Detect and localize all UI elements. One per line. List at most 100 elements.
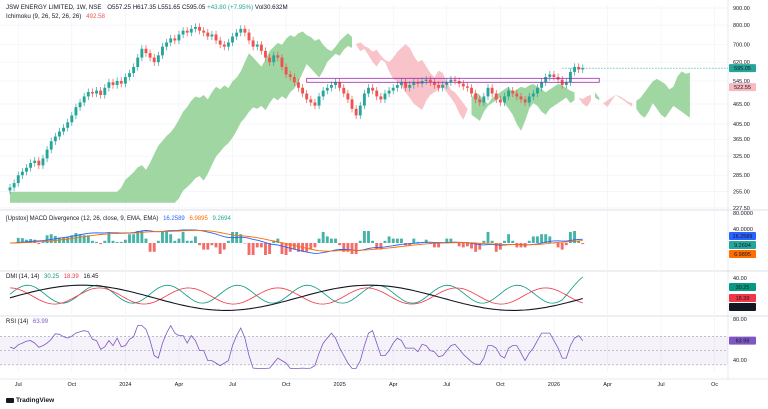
- dmi-tag-label: 16.45: [736, 305, 750, 311]
- ohlc-low: L551.65: [157, 4, 181, 11]
- macd-histogram-bar: [198, 243, 201, 246]
- candle-body: [206, 32, 210, 37]
- candle-body: [41, 158, 45, 166]
- time-axis-label: Apr: [389, 382, 398, 388]
- macd-histogram-bar: [560, 243, 564, 250]
- macd-histogram-bar: [20, 238, 24, 243]
- macd-histogram-bar: [432, 243, 436, 248]
- candle-body: [494, 93, 498, 100]
- price-tag-box: [729, 83, 756, 92]
- macd-histogram-bar: [519, 243, 523, 248]
- macd-histogram-bar: [49, 234, 53, 243]
- macd-histogram-bar: [321, 232, 325, 243]
- macd-histogram-bar: [354, 243, 358, 254]
- candle-body: [548, 74, 552, 77]
- macd-histogram-bar: [564, 243, 568, 246]
- macd-histogram-bar: [383, 240, 387, 243]
- candle-body: [432, 82, 436, 86]
- macd-histogram-bar: [226, 240, 230, 243]
- macd-histogram-bar: [540, 234, 544, 243]
- time-axis-label: Jul: [443, 382, 450, 388]
- macd-histogram-bar: [173, 240, 177, 243]
- candle-body: [449, 79, 453, 83]
- macd-histogram-bar: [309, 243, 313, 250]
- candle-body: [486, 87, 490, 97]
- macd-histogram-bar: [53, 235, 57, 243]
- candle-body: [284, 66, 288, 75]
- price-tag-label: 522.55: [734, 85, 751, 91]
- macd-histogram-bar: [218, 243, 222, 254]
- candle-body: [395, 85, 399, 88]
- candle-body: [346, 93, 350, 100]
- macd-histogram-bar: [395, 238, 399, 243]
- macd-histogram-bar: [445, 238, 449, 243]
- macd-histogram-bar: [288, 243, 292, 252]
- candle-body: [383, 93, 387, 100]
- macd-histogram-bar: [202, 243, 206, 250]
- dmi-tag-box: [729, 294, 756, 302]
- candle-body: [387, 90, 391, 94]
- tradingview-logo[interactable]: TradingView: [6, 397, 54, 404]
- symbol-title[interactable]: JSW ENERGY LIMITED, 1W, NSE: [6, 4, 102, 11]
- candle-body: [115, 80, 119, 86]
- candle-body: [540, 82, 544, 88]
- logo-icon: [6, 397, 14, 403]
- candle-body: [111, 82, 115, 86]
- rsi-legend[interactable]: RSI (14) 63.99: [6, 319, 48, 325]
- ichimoku-cloud-segment: [636, 71, 690, 118]
- macd-histogram-bar: [156, 240, 160, 243]
- candle-body: [128, 73, 131, 77]
- candle-body: [280, 57, 284, 67]
- candle-body: [400, 82, 403, 86]
- candle-body: [531, 93, 535, 97]
- macd-histogram-bar: [490, 240, 494, 243]
- macd-histogram-bar: [189, 240, 193, 243]
- macd-tag-label: 9.2694: [734, 243, 751, 249]
- candle-body: [148, 53, 152, 58]
- macd-histogram-bar: [251, 243, 255, 255]
- candle-body: [132, 66, 136, 74]
- candle-body: [552, 74, 556, 77]
- candle-body: [367, 87, 370, 94]
- macd-histogram-bar: [16, 237, 20, 243]
- zone-rectangle: [306, 77, 600, 83]
- candle-body: [507, 90, 511, 97]
- rsi-tag-box: [729, 336, 756, 345]
- ichimoku-cloud-segment: [10, 31, 352, 203]
- adx-value: 16.45: [83, 274, 99, 280]
- macd-histogram-bar: [342, 243, 346, 252]
- candle-body: [503, 96, 506, 103]
- candle-body: [99, 90, 103, 95]
- rsi-line: [9, 324, 584, 369]
- macd-histogram-bar: [334, 238, 337, 243]
- candle-body: [470, 87, 473, 94]
- macd-histogram-bar: [82, 235, 86, 243]
- title-row: JSW ENERGY LIMITED, 1W, NSE O557.25 H617…: [6, 4, 288, 11]
- adx-line: [9, 284, 583, 311]
- candle-body: [189, 28, 193, 33]
- candle-body: [152, 57, 156, 63]
- rsi-axis-label: 80.00: [733, 317, 747, 323]
- macd-signal-line: [10, 229, 583, 252]
- macd-histogram-bar: [103, 240, 107, 243]
- time-axis-label: Oct: [68, 382, 77, 388]
- ichimoku-label: Ichimoku (9, 26, 52, 26, 26): [6, 13, 82, 20]
- macd-histogram-bar: [128, 234, 131, 243]
- macd-histogram-bar: [276, 238, 280, 243]
- macd-histogram-bar: [531, 236, 535, 243]
- ichimoku-legend[interactable]: Ichimoku (9, 26, 52, 26, 26) 492.58: [6, 13, 105, 20]
- candle-body: [334, 82, 337, 86]
- macd-histogram-bar: [375, 243, 379, 250]
- candle-body: [202, 30, 206, 33]
- macd-histogram-bar: [379, 243, 383, 250]
- price-axis-label: 365.00: [733, 137, 750, 143]
- macd-tag-box: [729, 241, 756, 249]
- ichimoku-cloud-segment: [603, 94, 633, 107]
- macd-histogram-bar: [552, 243, 556, 244]
- macd-histogram-bar: [95, 241, 98, 243]
- macd-legend[interactable]: [Upstox] MACD Divergence (12, 26, close,…: [6, 216, 231, 222]
- macd-histogram-bar: [465, 243, 469, 247]
- macd-histogram-bar: [498, 243, 502, 250]
- dmi-legend[interactable]: DMI (14, 14) 30.25 18.39 16.45: [6, 274, 98, 280]
